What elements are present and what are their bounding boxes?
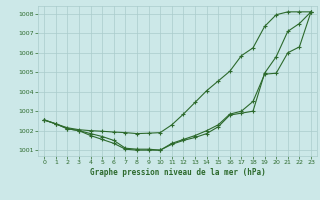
X-axis label: Graphe pression niveau de la mer (hPa): Graphe pression niveau de la mer (hPa) xyxy=(90,168,266,177)
